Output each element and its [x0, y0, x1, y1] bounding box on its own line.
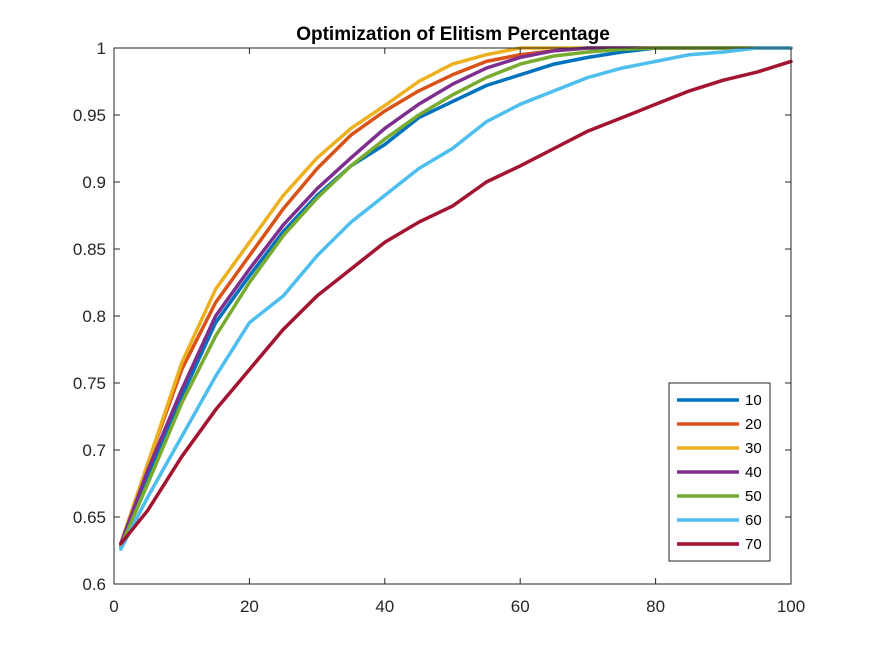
x-tick-label: 40 [375, 597, 394, 616]
series-line-50 [119, 46, 793, 549]
series-line-10 [119, 46, 793, 549]
x-tick-label: 80 [646, 597, 665, 616]
y-tick-label: 0.7 [82, 441, 106, 460]
legend-label: 60 [745, 512, 762, 529]
y-tick-label: 1 [97, 39, 106, 58]
legend-label: 20 [745, 416, 762, 433]
series-layer [119, 46, 793, 551]
series-line-70 [119, 59, 793, 546]
x-axis: 0 20 40 60 80 100 [109, 48, 805, 616]
x-tick-label: 0 [109, 597, 118, 616]
y-tick-label: 0.65 [73, 508, 106, 527]
y-tick-label: 0.9 [82, 173, 106, 192]
x-tick-label: 60 [511, 597, 530, 616]
y-tick-label: 0.8 [82, 307, 106, 326]
legend-label: 50 [745, 488, 762, 505]
legend: 10 20 30 40 50 60 70 [668, 382, 771, 562]
legend-label: 10 [745, 392, 762, 409]
y-axis: 0.6 0.65 0.7 0.75 0.8 0.85 0.9 0.95 1 [73, 39, 791, 594]
series-line-30 [119, 46, 793, 546]
y-tick-label: 0.95 [73, 106, 106, 125]
legend-label: 70 [745, 536, 762, 553]
series-line-60 [119, 46, 793, 551]
legend-label: 30 [745, 440, 762, 457]
y-tick-label: 0.75 [73, 374, 106, 393]
chart-title: Optimization of Elitism Percentage [296, 24, 610, 45]
series-line-40 [119, 46, 793, 546]
x-tick-label: 100 [777, 597, 805, 616]
y-tick-label: 0.6 [82, 575, 106, 594]
x-tick-label: 20 [240, 597, 259, 616]
y-tick-label: 0.85 [73, 240, 106, 259]
legend-label: 40 [745, 464, 762, 481]
